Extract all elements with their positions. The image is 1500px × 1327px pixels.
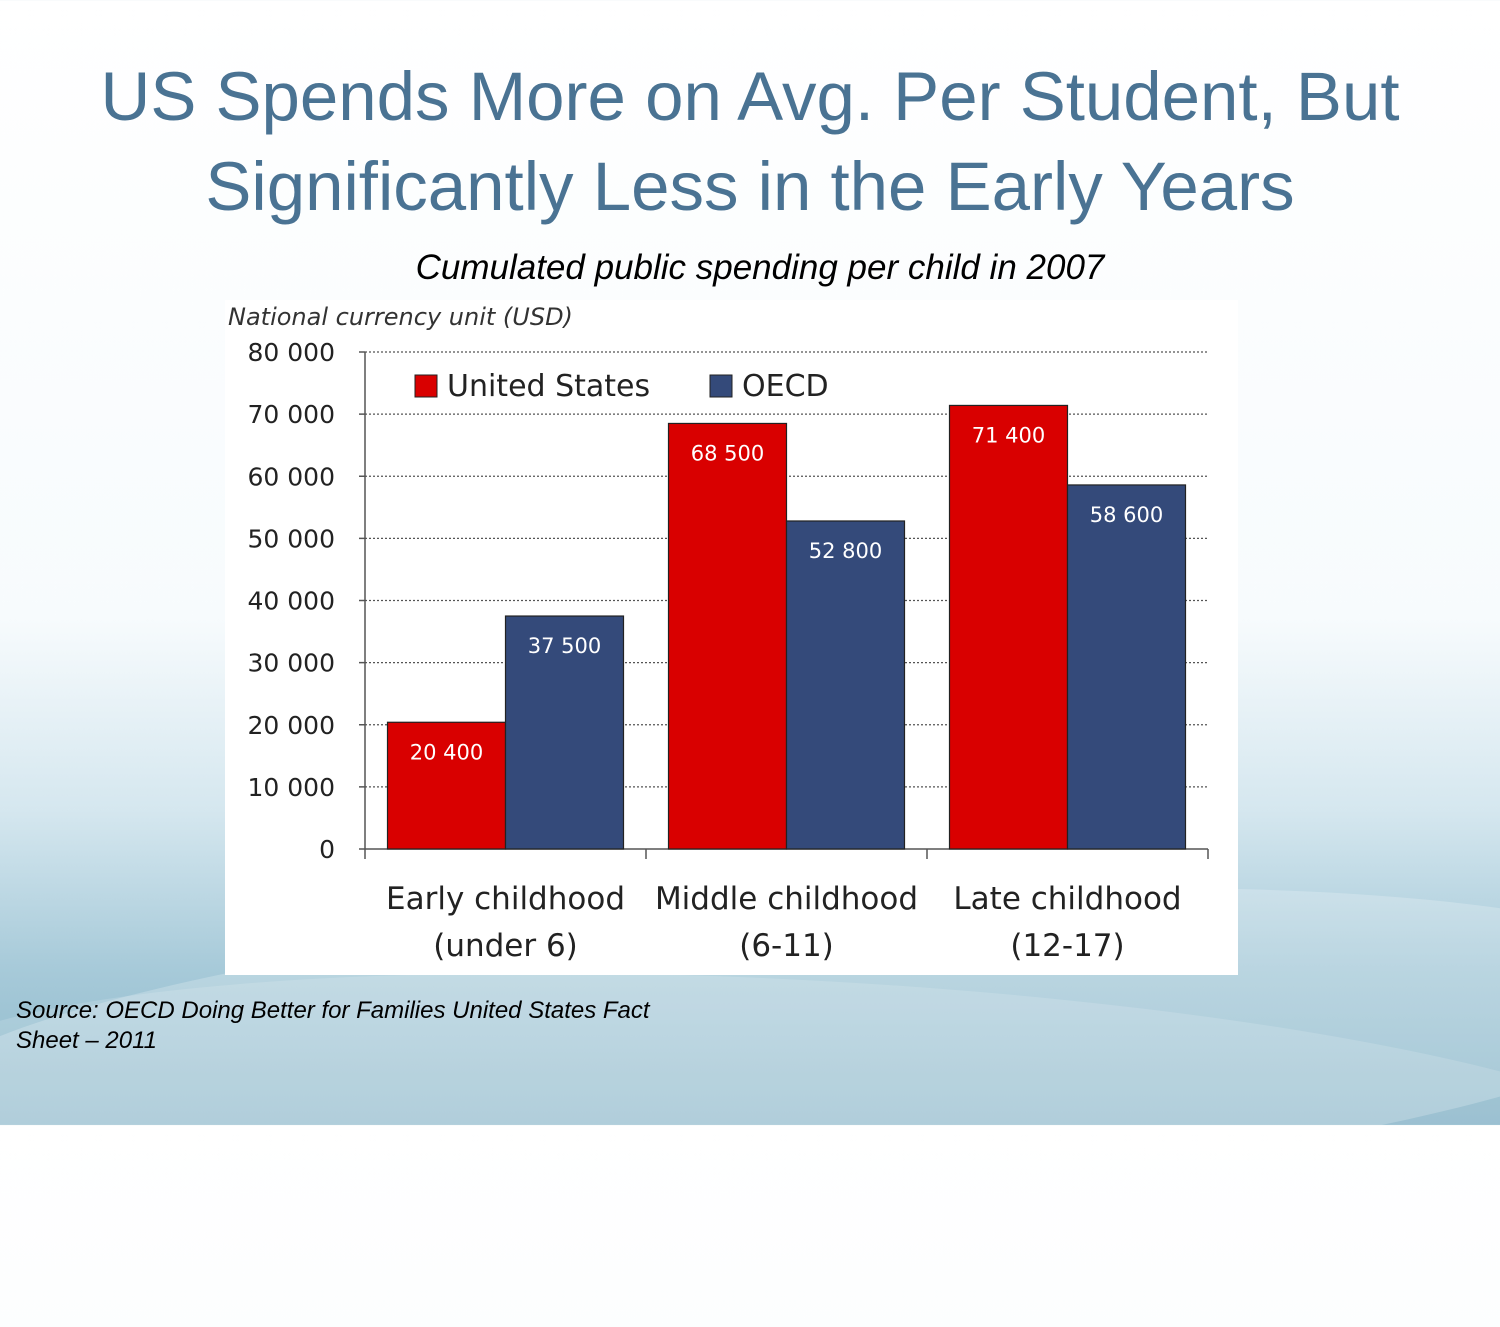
legend-label: OECD: [742, 369, 829, 404]
data-label: 58 600: [1090, 503, 1163, 527]
bar-oecd: [1066, 484, 1187, 850]
legend-swatch: [709, 374, 733, 398]
source-line-2: Sheet – 2011: [16, 1027, 158, 1054]
x-tick-label: (12-17): [1010, 928, 1124, 964]
x-tick-label: Middle childhood: [655, 881, 918, 917]
y-tick-label: 40 000: [248, 587, 335, 616]
y-axis-label: National currency unit (USD): [228, 303, 573, 331]
x-tick-label: (under 6): [433, 928, 578, 964]
bar-united-states: [667, 422, 788, 850]
y-tick-label: 10 000: [248, 773, 335, 802]
y-tick-label: 60 000: [248, 462, 335, 491]
bar-united-states: [386, 721, 507, 850]
chart-panel: National currency unit (USD) 80 000 70 000…: [225, 300, 1238, 975]
y-tick-label: 30 000: [248, 649, 335, 678]
data-label: 20 400: [410, 740, 483, 764]
slide-title: US Spends More on Avg. Per Student, But …: [0, 52, 1500, 232]
legend-label: United States: [447, 369, 650, 404]
bar-chart: National currency unit (USD) 80 000 70 000…: [228, 303, 1209, 964]
y-tick-label: 20 000: [248, 711, 335, 740]
legend-swatch: [414, 374, 438, 398]
source-note: Source: OECD Doing Better for Families U…: [16, 996, 716, 1056]
bar-oecd: [504, 615, 625, 850]
bar-oecd: [785, 520, 906, 850]
y-tick-label: 80 000: [248, 338, 335, 367]
bar-united-states: [948, 404, 1069, 850]
chart-title: Cumulated public spending per child in 2…: [415, 248, 1105, 287]
slide-title-line-1: US Spends More on Avg. Per Student, But: [100, 58, 1400, 135]
y-tick-label: 70 000: [248, 400, 335, 429]
y-tick-label: 50 000: [248, 524, 335, 553]
x-tick-label: Early childhood: [386, 881, 625, 917]
x-tick-label: (6-11): [739, 928, 834, 964]
x-tick-label: Late childhood: [953, 881, 1181, 917]
source-line-1: Source: OECD Doing Better for Families U…: [16, 997, 650, 1024]
y-tick-label: 0: [319, 835, 335, 864]
slide-title-line-2: Significantly Less in the Early Years: [205, 148, 1295, 225]
data-label: 52 800: [809, 539, 882, 563]
data-label: 37 500: [528, 634, 601, 658]
data-label: 71 400: [972, 423, 1045, 447]
data-label: 68 500: [691, 441, 764, 465]
